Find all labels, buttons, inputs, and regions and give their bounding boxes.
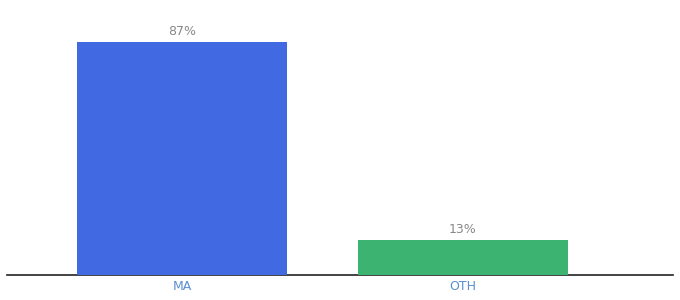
Bar — [358, 240, 568, 275]
Text: 87%: 87% — [168, 25, 197, 38]
Bar — [77, 42, 288, 275]
Text: 13%: 13% — [449, 223, 477, 236]
